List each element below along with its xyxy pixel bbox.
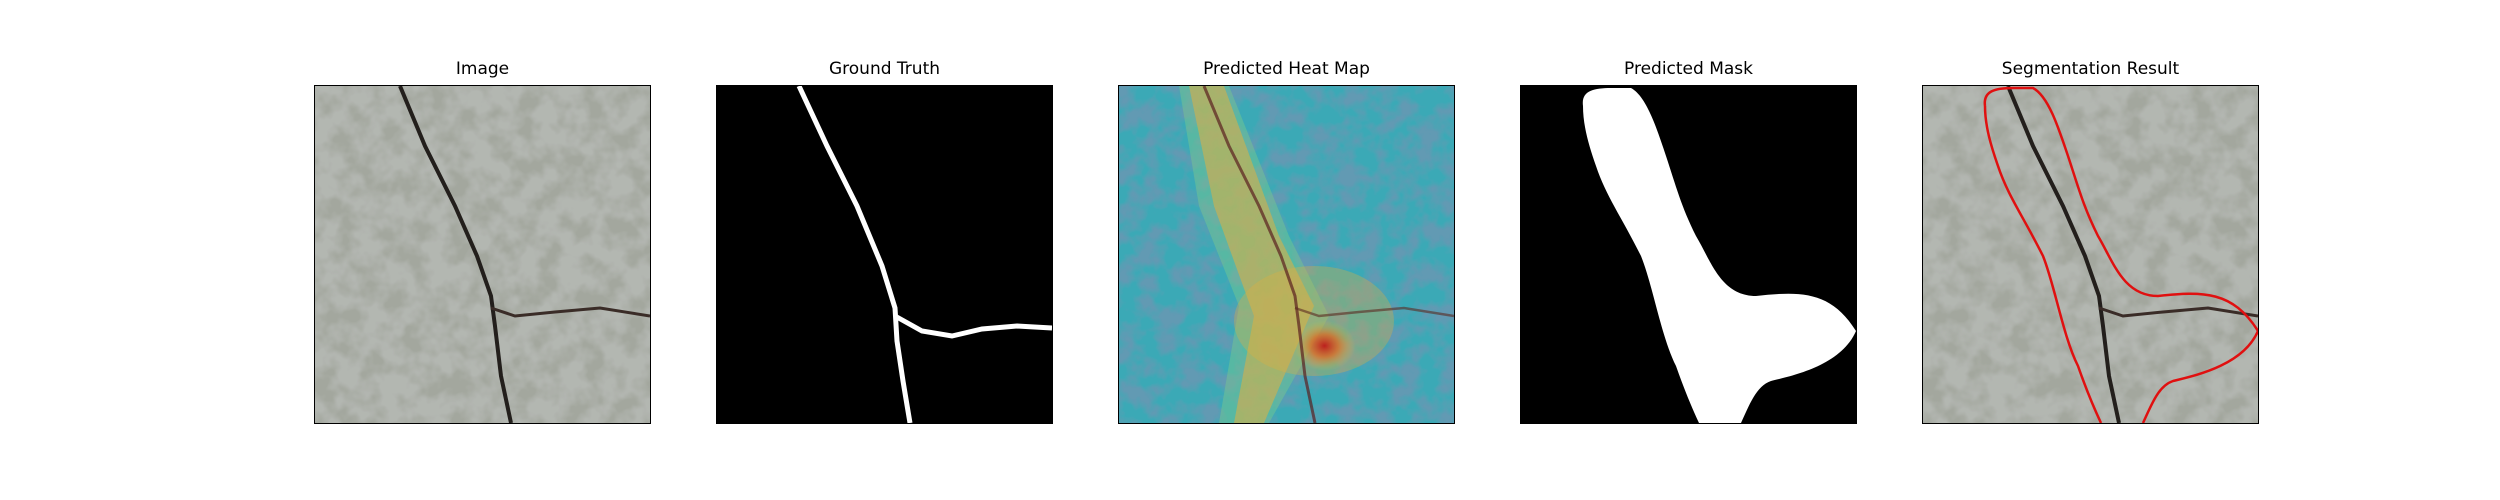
segmentation-contour <box>1983 86 2258 423</box>
gt-crack-branch <box>893 313 1052 339</box>
segmentation-frame <box>1922 85 2259 424</box>
segmentation-result <box>1923 86 2258 423</box>
panel-title: Predicted Mask <box>1624 59 1753 79</box>
ground-truth-frame <box>716 85 1053 424</box>
mask-frame <box>1520 85 1857 424</box>
heat-map <box>1119 86 1454 423</box>
ground-truth-mask <box>717 86 1052 423</box>
panel-title: Predicted Heat Map <box>1203 59 1370 79</box>
mask-region <box>1582 88 1856 423</box>
panel-title: Segmentation Result <box>2001 59 2180 79</box>
gt-crack-main <box>796 86 913 423</box>
panel-title: Ground Truth <box>828 59 941 79</box>
crack-main <box>398 86 513 423</box>
predicted-mask <box>1521 86 1856 423</box>
image-frame <box>314 85 651 424</box>
panel-title: Image <box>455 59 510 79</box>
surface-image <box>315 86 650 423</box>
crack-branch <box>490 306 650 318</box>
heat-map-frame <box>1118 85 1455 424</box>
